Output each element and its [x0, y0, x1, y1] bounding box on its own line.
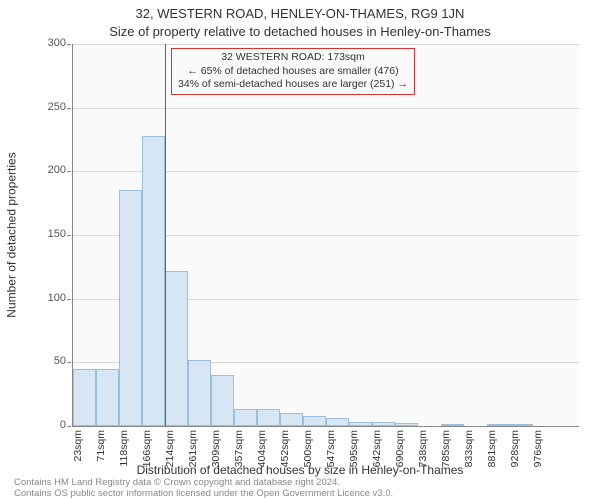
annotation-line1: 32 WESTERN ROAD: 173sqm: [178, 51, 408, 65]
histogram-bar: [119, 190, 142, 426]
y-tick-mark: [67, 171, 71, 172]
y-tick-label: 50: [26, 355, 66, 367]
y-tick-label: 0: [26, 419, 66, 431]
histogram-bar: [349, 422, 372, 426]
annotation-line3: 34% of semi-detached houses are larger (…: [178, 78, 408, 92]
y-tick-mark: [67, 44, 71, 45]
y-tick-mark: [67, 299, 71, 300]
histogram-bar: [395, 423, 418, 426]
reference-line: [165, 44, 166, 426]
annotation-box: 32 WESTERN ROAD: 173sqm← 65% of detached…: [171, 48, 415, 95]
y-axis-label: Number of detached properties: [2, 46, 22, 424]
credits: Contains HM Land Registry data © Crown c…: [14, 478, 393, 500]
histogram-bar: [441, 424, 464, 426]
y-tick-label: 100: [26, 292, 66, 304]
y-tick-mark: [67, 362, 71, 363]
y-tick-label: 250: [26, 101, 66, 113]
y-tick-mark: [67, 108, 71, 109]
y-tick-label: 150: [26, 228, 66, 240]
histogram-bar: [510, 424, 533, 426]
page-address-title: 32, WESTERN ROAD, HENLEY-ON-THAMES, RG9 …: [0, 6, 600, 21]
gridline: [73, 108, 579, 109]
y-tick-label: 200: [26, 164, 66, 176]
annotation-line2: ← 65% of detached houses are smaller (47…: [178, 65, 408, 79]
histogram-bar: [257, 409, 280, 426]
y-tick-mark: [67, 235, 71, 236]
histogram-bar: [96, 369, 119, 426]
histogram-bar: [165, 271, 188, 426]
histogram-plot: 32 WESTERN ROAD: 173sqm← 65% of detached…: [72, 44, 579, 427]
gridline: [73, 44, 579, 45]
y-tick-mark: [67, 426, 71, 427]
chart-title: Size of property relative to detached ho…: [0, 24, 600, 39]
histogram-bar: [326, 418, 349, 426]
histogram-bar: [234, 409, 257, 426]
histogram-bar: [188, 360, 211, 426]
histogram-bar: [73, 369, 96, 426]
histogram-bar: [280, 413, 303, 426]
histogram-bar: [372, 422, 395, 426]
histogram-bar: [303, 416, 326, 426]
histogram-bar: [211, 375, 234, 426]
histogram-bar: [487, 424, 510, 426]
credits-line2: Contains OS public sector information li…: [14, 489, 393, 500]
histogram-bar: [142, 136, 165, 426]
y-tick-label: 300: [26, 37, 66, 49]
x-axis-label: Distribution of detached houses by size …: [0, 463, 600, 477]
